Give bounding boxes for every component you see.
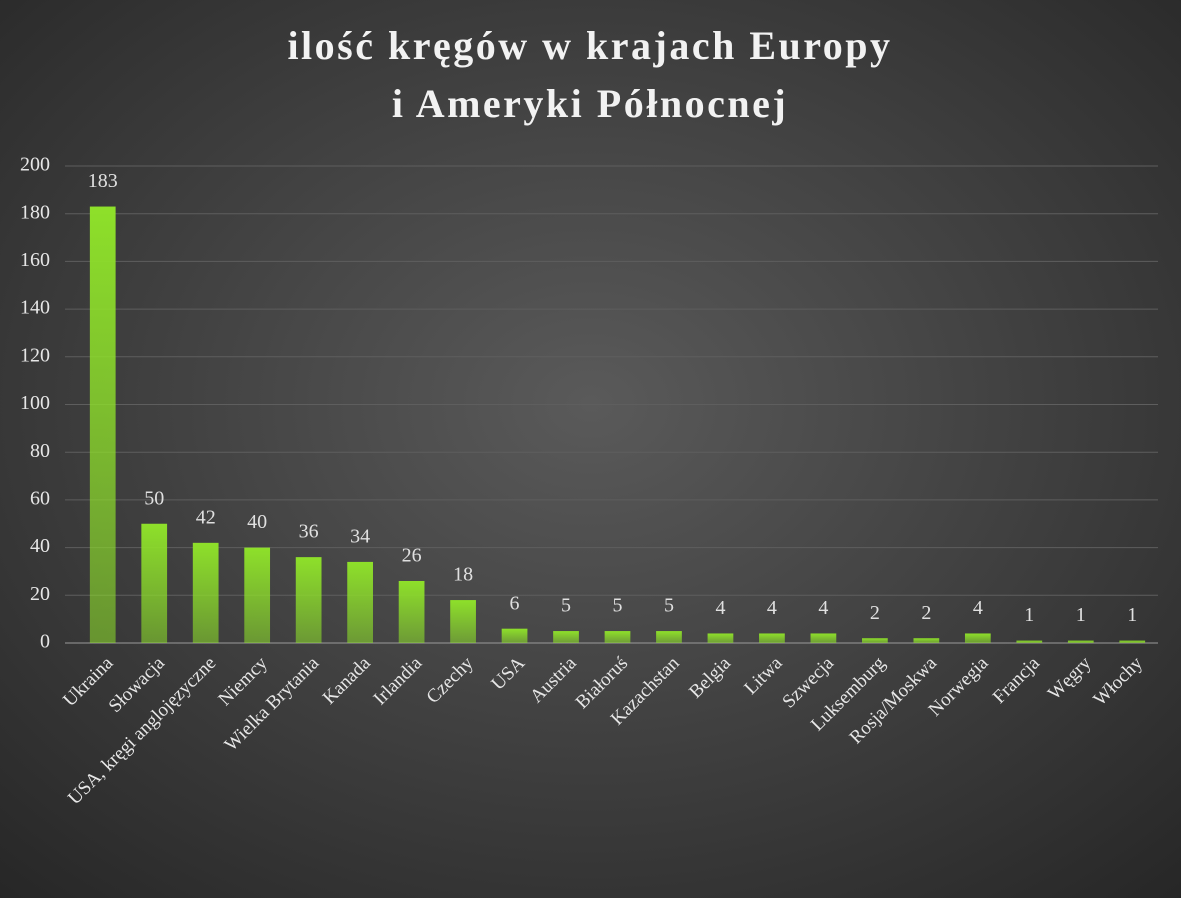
value-label: 2 [870, 602, 880, 624]
y-tick-label: 0 [40, 631, 50, 653]
bar [1016, 640, 1043, 643]
bar [244, 547, 271, 643]
bar [913, 638, 940, 643]
value-label: 26 [402, 545, 422, 567]
chart-title: ilość kręgów w krajach Europy [287, 23, 892, 68]
bar [707, 633, 734, 643]
value-label: 2 [921, 602, 931, 624]
value-label: 1 [1076, 604, 1086, 626]
bar [192, 542, 219, 643]
value-label: 183 [88, 170, 118, 192]
bar [295, 557, 322, 643]
bar [141, 523, 168, 643]
bar [1119, 640, 1146, 643]
bar [398, 580, 425, 643]
y-tick-label: 60 [30, 487, 50, 509]
value-label: 34 [350, 526, 370, 548]
value-label: 42 [196, 506, 216, 528]
bar [450, 600, 476, 643]
value-label: 4 [818, 597, 828, 619]
value-label: 1 [1127, 604, 1137, 626]
y-tick-label: 140 [20, 297, 50, 319]
value-label: 4 [973, 597, 983, 619]
bar [810, 633, 837, 643]
value-label: 18 [453, 564, 473, 586]
y-tick-label: 180 [20, 201, 50, 223]
value-label: 40 [247, 511, 267, 533]
bar [553, 631, 579, 643]
bar [501, 628, 528, 643]
bar [347, 561, 373, 643]
bar [862, 638, 888, 643]
bar [604, 631, 631, 643]
y-tick-label: 100 [20, 392, 50, 414]
value-label: 5 [561, 595, 571, 617]
value-label: 6 [510, 592, 520, 614]
bar [759, 633, 785, 643]
bar [89, 206, 116, 644]
value-label: 5 [664, 595, 674, 617]
chart-title: i Ameryki Północnej [392, 81, 788, 126]
bar [964, 633, 991, 643]
bar [656, 631, 682, 643]
y-tick-label: 120 [20, 344, 50, 366]
y-tick-label: 20 [30, 583, 50, 605]
value-label: 1 [1024, 604, 1034, 626]
value-label: 5 [613, 595, 623, 617]
y-tick-label: 40 [30, 535, 50, 557]
bar [1067, 640, 1094, 643]
y-tick-label: 200 [20, 154, 50, 176]
value-label: 36 [299, 521, 319, 543]
y-tick-label: 80 [30, 440, 50, 462]
y-tick-label: 160 [20, 249, 50, 271]
value-label: 50 [144, 487, 164, 509]
value-label: 4 [767, 597, 777, 619]
value-label: 4 [715, 597, 725, 619]
